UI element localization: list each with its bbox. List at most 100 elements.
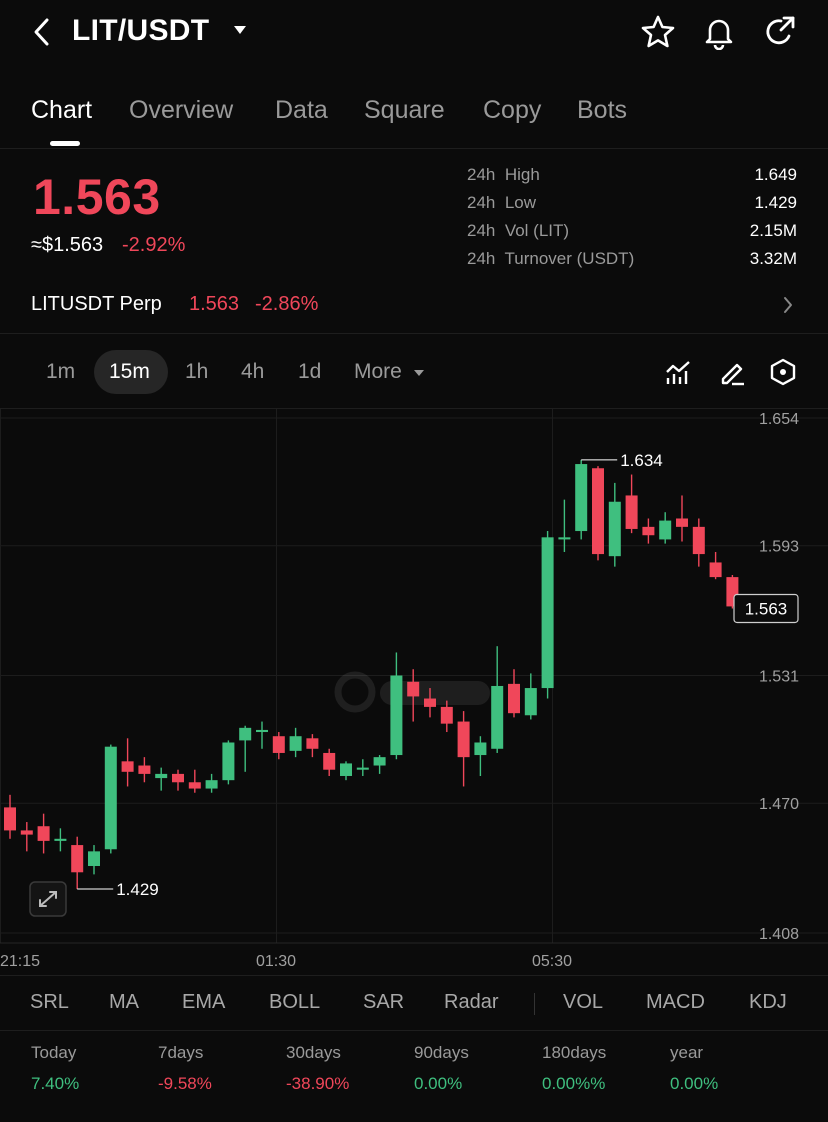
candle [104,744,117,854]
perp-row[interactable]: LITUSDT Perp 1.563 -2.86% [0,280,828,330]
stat-turnover-label: 24h Turnover (USDT) [467,249,635,268]
candle-body [205,780,218,789]
candle-body [121,761,134,772]
low-marker-label: 1.429 [116,880,159,899]
candle-body [491,685,504,749]
last-price-label: 1.563 [745,600,788,619]
perf-7days-value: -9.58% [158,1074,212,1093]
y-tick-label: 1.654 [759,411,799,428]
high-marker-label: 1.634 [620,451,663,470]
timeframe-15m[interactable]: 15m [109,360,150,383]
candle [709,551,722,580]
indicator-vol[interactable]: VOL [563,991,604,1013]
perp-change: -2.86% [255,293,319,315]
candle [340,761,352,781]
indicator-icon[interactable] [664,358,692,386]
candle-body [239,727,252,741]
last-price-box [733,593,799,624]
candle [390,652,403,760]
x-tick-label: 01:30 [256,953,296,970]
candle-body [172,773,184,783]
candle [508,669,520,718]
tab-data[interactable]: Data [275,96,328,124]
perf-year-label: year [670,1043,704,1062]
indicator-srl[interactable]: SRL [30,991,69,1013]
candle [592,466,604,561]
share-icon[interactable] [762,14,798,50]
candle-body [407,681,420,697]
x-tick-label: 21:15 [0,953,40,970]
settings-hexagon-icon[interactable] [769,357,797,387]
x-tick-label: 05:30 [532,953,572,970]
timeframe-4h[interactable]: 4h [241,360,265,383]
pencil-icon[interactable] [718,358,746,386]
candlestick-chart[interactable]: 1.654 1.593 1.531 1.470 1.408 1.634 1.429 1.… [0,409,828,975]
divider [0,975,828,976]
stat-vol-value: 2.15M [749,221,797,240]
stat-turnover-value: 3.32M [749,249,797,268]
indicator-macd[interactable]: MACD [646,991,705,1013]
perf-year-value: 0.00% [670,1074,719,1093]
indicator-sar[interactable]: SAR [363,991,405,1013]
indicator-kdj[interactable]: KDJ [749,991,787,1013]
timeframe-1h[interactable]: 1h [185,360,209,383]
candle [692,518,705,567]
y-axis-labels: 1.654 1.593 1.531 1.470 1.408 [759,411,799,943]
caret-down-icon[interactable] [232,24,248,36]
y-tick-label: 1.408 [759,926,799,943]
candle [407,669,420,722]
candle-body [440,706,453,724]
perf-90days-label: 90days [414,1043,469,1062]
perf-30days-value: -38.90% [286,1074,350,1093]
candle-body [541,537,554,689]
stat-low-label: 24h Low [467,193,537,212]
perf-90days-value: 0.00% [414,1074,463,1093]
last-price: 1.563 [33,169,161,225]
candle [608,482,621,567]
candle [524,673,537,720]
candle [289,727,302,758]
stat-high-label: 24h High [467,165,540,184]
x-axis-labels: 21:15 01:30 05:30 [0,953,572,970]
candle-body [676,518,688,527]
tab-overview[interactable]: Overview [129,96,234,124]
candle [121,738,134,787]
candle [306,734,319,758]
tab-copy[interactable]: Copy [483,96,542,124]
candle-body [4,807,16,831]
chevron-right-icon [784,297,792,313]
candle-body [188,782,201,789]
tab-chart[interactable]: Chart [31,96,93,124]
indicator-ma[interactable]: MA [109,991,139,1013]
chevron-left-icon[interactable] [28,16,56,48]
timeframe-more[interactable]: More [354,360,402,384]
candle [642,518,655,544]
perf-180days-value: 0.00%% [542,1074,606,1093]
perf-180days-label: 180days [542,1043,607,1062]
candle [20,822,33,852]
timeframe-1d[interactable]: 1d [298,360,322,383]
candle-body [323,752,336,770]
indicator-radar[interactable]: Radar [444,991,499,1013]
tab-square[interactable]: Square [364,96,445,124]
star-icon[interactable] [640,14,676,50]
candle [323,748,336,776]
divider [0,1030,828,1031]
candle [491,646,504,753]
timeframe-1m[interactable]: 1m [46,360,76,383]
active-tab-indicator [50,141,80,146]
expand-chart-button[interactable] [29,881,67,917]
candle-body [20,830,33,835]
indicator-boll[interactable]: BOLL [269,991,321,1013]
candle-body [373,757,386,766]
pair-title[interactable]: LIT/USDT [72,14,210,47]
indicator-ema[interactable]: EMA [182,991,226,1013]
candle [373,755,386,774]
perp-price: 1.563 [189,293,240,315]
candle-body [625,495,638,529]
bell-icon[interactable] [702,14,736,50]
chart-grid [0,409,828,944]
perf-today-label: Today [31,1043,77,1062]
tab-bots[interactable]: Bots [577,96,628,124]
candle [155,767,168,791]
